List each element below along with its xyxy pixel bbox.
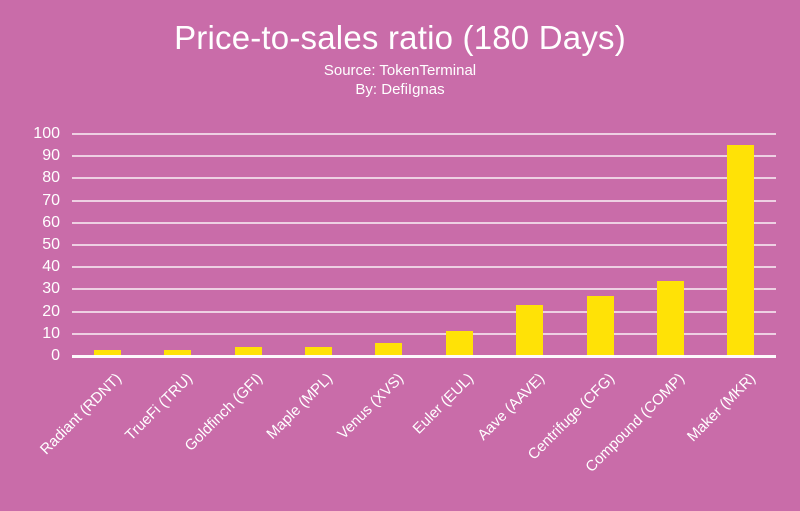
y-axis-tick-labels: 0 10 20 30 40 50 60 70 80 90 100 bbox=[0, 125, 60, 364]
bar-slot-maker-mkr bbox=[706, 134, 776, 356]
gridline-100 bbox=[72, 133, 776, 135]
bar-slot-truefi-tru bbox=[142, 134, 212, 356]
bar-centrifuge-cfg bbox=[586, 295, 614, 356]
gridline-60 bbox=[72, 221, 776, 224]
y-tick-label-0: 0 bbox=[51, 347, 60, 364]
bar-radiant-rdnt bbox=[93, 349, 121, 356]
y-tick-label-10: 10 bbox=[42, 324, 60, 342]
bar-slot-maple-mpl bbox=[283, 134, 353, 356]
bar-euler-eul bbox=[445, 331, 473, 356]
y-tick-label-90: 90 bbox=[42, 147, 60, 165]
bar-slot-goldfinch-gfi bbox=[213, 134, 283, 356]
bar-slot-radiant-rdnt bbox=[72, 134, 142, 356]
gridline-10 bbox=[72, 332, 776, 335]
bar-slot-euler-eul bbox=[424, 134, 494, 356]
bar-compound-comp bbox=[656, 280, 684, 356]
gridline-90 bbox=[72, 155, 776, 158]
chart-header: Price-to-sales ratio (180 Days) Source: … bbox=[0, 18, 800, 99]
bar-goldfinch-gfi bbox=[234, 347, 262, 356]
chart-subtitle: Source: TokenTerminal By: DefiIgnas bbox=[0, 61, 800, 99]
bar-truefi-tru bbox=[164, 349, 192, 356]
bar-slot-compound-comp bbox=[635, 134, 705, 356]
gridline-70 bbox=[72, 199, 776, 202]
y-tick-label-40: 40 bbox=[42, 258, 60, 276]
x-axis-baseline bbox=[72, 355, 776, 358]
bar-maple-mpl bbox=[304, 346, 332, 356]
bar-slot-aave-aave bbox=[494, 134, 564, 356]
bar-slot-centrifuge-cfg bbox=[565, 134, 635, 356]
bar-slot-venus-xvs bbox=[354, 134, 424, 356]
gridline-80 bbox=[72, 177, 776, 180]
chart-subtitle-source: Source: TokenTerminal bbox=[323, 62, 477, 79]
gridline-50 bbox=[72, 244, 776, 246]
y-tick-label-80: 80 bbox=[42, 169, 60, 187]
bar-aave-aave bbox=[516, 304, 544, 356]
bar-venus-xvs bbox=[375, 342, 403, 356]
y-tick-label-70: 70 bbox=[42, 191, 60, 209]
y-tick-label-50: 50 bbox=[42, 236, 60, 253]
bar-maker-mkr bbox=[727, 144, 755, 356]
y-tick-label-20: 20 bbox=[42, 302, 60, 320]
y-tick-label-60: 60 bbox=[42, 213, 60, 231]
y-tick-label-100: 100 bbox=[33, 125, 60, 142]
x-axis-tick-labels: Radiant (RDNT) TrueFi (TRU) Goldfinch (GFI… bbox=[37, 356, 776, 506]
chart-title: Price-to-sales ratio (180 Days) bbox=[174, 19, 626, 56]
gridline-40 bbox=[72, 266, 776, 269]
plot-area: 0 10 20 30 40 50 60 70 80 90 100 Radiant (RDNT) Tru… bbox=[33, 125, 776, 476]
gridline-30 bbox=[72, 288, 776, 291]
chart-subtitle-author: By: DefiIgnas bbox=[355, 81, 445, 98]
bar-series bbox=[72, 134, 776, 356]
y-tick-label-30: 30 bbox=[42, 280, 60, 298]
gridline-20 bbox=[72, 310, 776, 313]
